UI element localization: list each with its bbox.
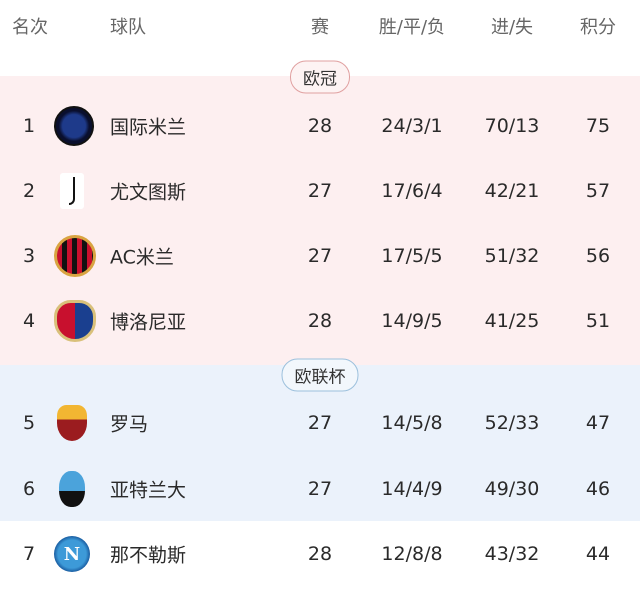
- played: 28: [307, 543, 333, 565]
- inter-logo-icon: [54, 106, 94, 146]
- table-row[interactable]: 7 N 那不勒斯 28 12/8/8 43/32 44: [0, 522, 640, 586]
- rank: 5: [22, 412, 36, 434]
- roma-logo-icon: [57, 405, 87, 441]
- points: 46: [585, 478, 611, 500]
- bologna-logo-icon: [54, 300, 96, 342]
- goals-for-against: 52/33: [484, 412, 540, 434]
- rank: 1: [22, 115, 36, 137]
- played: 28: [307, 310, 333, 332]
- team-name[interactable]: 亚特兰大: [110, 479, 187, 502]
- team-name[interactable]: 国际米兰: [110, 116, 187, 139]
- win-draw-loss: 17/5/5: [381, 245, 443, 267]
- goals-for-against: 51/32: [484, 245, 540, 267]
- team-name[interactable]: 那不勒斯: [110, 544, 187, 567]
- header-team: 球队: [110, 17, 146, 38]
- table-row[interactable]: 2 尤文图斯 27 17/6/4 42/21 57: [0, 159, 640, 223]
- europa-league-badge: 欧联杯: [281, 358, 359, 392]
- rank: 6: [22, 478, 36, 500]
- team-name[interactable]: 尤文图斯: [110, 181, 187, 204]
- goals-for-against: 41/25: [484, 310, 540, 332]
- points: 47: [585, 412, 611, 434]
- points: 51: [585, 310, 611, 332]
- win-draw-loss: 14/4/9: [381, 478, 443, 500]
- table-row[interactable]: 1 国际米兰 28 24/3/1 70/13 75: [0, 94, 640, 158]
- points: 44: [585, 543, 611, 565]
- champions-league-badge: 欧冠: [290, 60, 350, 94]
- goals-for-against: 70/13: [484, 115, 540, 137]
- points: 75: [585, 115, 611, 137]
- table-row[interactable]: 3 AC米兰 27 17/5/5 51/32 56: [0, 224, 640, 288]
- team-name[interactable]: AC米兰: [110, 246, 174, 269]
- rank: 2: [22, 180, 36, 202]
- header-rank: 名次: [12, 17, 48, 38]
- played: 27: [307, 478, 333, 500]
- table-row[interactable]: 5 罗马 27 14/5/8 52/33 47: [0, 391, 640, 455]
- header-wdl: 胜/平/负: [378, 17, 446, 38]
- win-draw-loss: 17/6/4: [381, 180, 443, 202]
- played: 27: [307, 180, 333, 202]
- juventus-logo-icon: [60, 173, 84, 209]
- table-header: 名次 球队 赛 胜/平/负 进/失 积分: [0, 0, 640, 52]
- table-row[interactable]: 4 博洛尼亚 28 14/9/5 41/25 51: [0, 289, 640, 353]
- rank: 4: [22, 310, 36, 332]
- table-row[interactable]: 6 亚特兰大 27 14/4/9 49/30 46: [0, 457, 640, 521]
- win-draw-loss: 14/9/5: [381, 310, 443, 332]
- win-draw-loss: 14/5/8: [381, 412, 443, 434]
- napoli-logo-icon: N: [54, 536, 90, 572]
- goals-for-against: 49/30: [484, 478, 540, 500]
- goals-for-against: 43/32: [484, 543, 540, 565]
- team-name[interactable]: 罗马: [110, 413, 149, 436]
- played: 27: [307, 245, 333, 267]
- goals-for-against: 42/21: [484, 180, 540, 202]
- win-draw-loss: 12/8/8: [381, 543, 443, 565]
- points: 56: [585, 245, 611, 267]
- header-played: 赛: [311, 17, 329, 38]
- header-goals: 进/失: [490, 17, 534, 38]
- points: 57: [585, 180, 611, 202]
- rank: 3: [22, 245, 36, 267]
- header-points: 积分: [580, 17, 616, 38]
- rank: 7: [22, 543, 36, 565]
- atalanta-logo-icon: [59, 471, 85, 507]
- ac-milan-logo-icon: [54, 235, 96, 277]
- played: 28: [307, 115, 333, 137]
- champions-league-zone: [0, 76, 640, 365]
- win-draw-loss: 24/3/1: [381, 115, 443, 137]
- team-name[interactable]: 博洛尼亚: [110, 311, 187, 334]
- played: 27: [307, 412, 333, 434]
